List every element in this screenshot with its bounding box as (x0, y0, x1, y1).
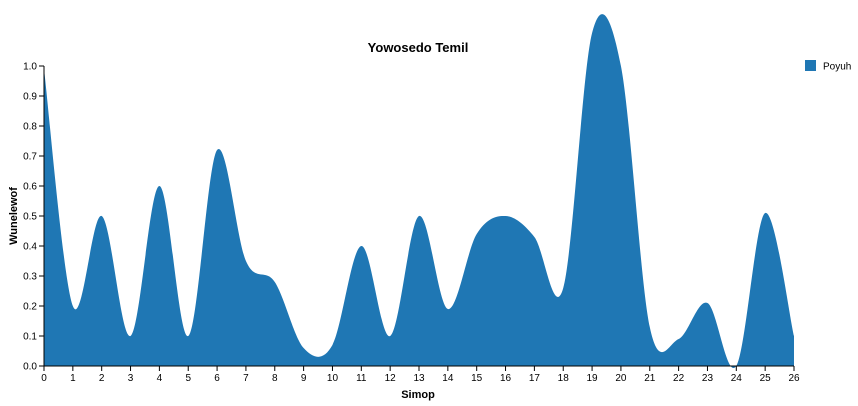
legend-label: Poyuh (823, 62, 851, 73)
x-tick-label: 25 (760, 373, 772, 384)
y-tick-label: 0.8 (23, 122, 37, 133)
x-tick-label: 22 (673, 373, 685, 384)
x-tick-label: 6 (214, 373, 220, 384)
x-tick-label: 20 (615, 373, 627, 384)
legend-swatch (805, 60, 816, 71)
x-tick-label: 21 (644, 373, 656, 384)
legend: Poyuh (805, 60, 851, 73)
y-tick-label: 0.7 (23, 152, 37, 163)
x-tick-label: 1 (70, 373, 76, 384)
chart-title: Yowosedo Temil (368, 40, 469, 55)
y-axis-label: Wunelewof (8, 187, 20, 245)
y-tick-label: 0.0 (23, 362, 37, 373)
x-tick-label: 15 (471, 373, 483, 384)
x-axis: 0 1 2 3 4 5 6 7 8 9 10 11 12 13 14 15 16 17 18 19 20 21 22 23 24… (41, 365, 800, 384)
x-tick-label: 17 (529, 373, 541, 384)
x-tick-label: 0 (41, 373, 47, 384)
y-tick-label: 1.0 (23, 62, 37, 73)
x-tick-label: 12 (385, 373, 397, 384)
x-tick-label: 10 (327, 373, 339, 384)
x-tick-label: 4 (157, 373, 163, 384)
y-tick-label: 0.4 (23, 242, 37, 253)
x-tick-label: 2 (99, 373, 105, 384)
x-tick-label: 23 (702, 373, 714, 384)
x-tick-label: 5 (185, 373, 191, 384)
x-tick-label: 9 (301, 373, 307, 384)
y-tick-label: 0.6 (23, 182, 37, 193)
x-tick-label: 24 (731, 373, 743, 384)
x-tick-label: 26 (788, 373, 800, 384)
x-tick-label: 14 (442, 373, 454, 384)
y-tick-label: 0.5 (23, 212, 37, 223)
y-tick-label: 0.1 (23, 332, 37, 343)
plot-area (44, 14, 794, 369)
y-axis: 0.0 0.1 0.2 0.3 0.4 0.5 0.6 0.7 0.8 0.9 1.0 (23, 62, 45, 373)
y-tick-label: 0.9 (23, 92, 37, 103)
x-tick-label: 7 (243, 373, 249, 384)
y-tick-label: 0.2 (23, 302, 37, 313)
y-tick-label: 0.3 (23, 272, 37, 283)
x-tick-label: 11 (356, 373, 367, 384)
x-tick-label: 8 (272, 373, 278, 384)
x-tick-label: 19 (587, 373, 599, 384)
x-tick-label: 16 (500, 373, 512, 384)
x-tick-label: 13 (413, 373, 425, 384)
x-tick-label: 18 (558, 373, 570, 384)
series-area-0 (44, 14, 794, 369)
x-tick-label: 3 (128, 373, 134, 384)
x-axis-label: Simop (401, 389, 435, 401)
